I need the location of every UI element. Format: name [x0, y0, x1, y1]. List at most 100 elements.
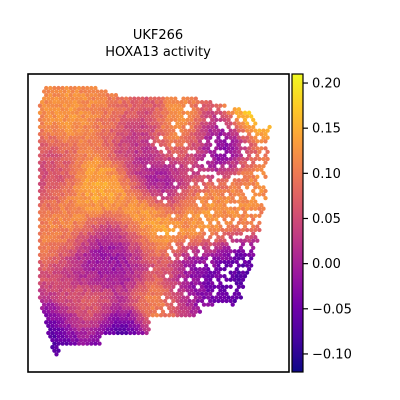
tissue-spot — [78, 330, 84, 336]
tissue-spot — [181, 153, 186, 158]
tissue-spot — [236, 199, 242, 204]
tissue-spot — [193, 203, 198, 208]
tissue-spot — [54, 203, 59, 208]
tissue-spot — [97, 256, 102, 261]
tissue-spot — [164, 302, 170, 307]
tissue-spot — [130, 220, 135, 226]
tissue-spot — [214, 224, 219, 229]
tissue-spot — [91, 146, 96, 151]
tissue-spot — [101, 163, 106, 169]
tissue-spot — [181, 309, 186, 314]
tissue-spot — [76, 192, 82, 197]
tissue-spot — [60, 149, 65, 155]
tissue-spot — [130, 320, 135, 325]
tissue-spot — [103, 167, 108, 172]
tissue-spot — [74, 295, 80, 300]
tissue-spot — [148, 302, 153, 307]
tissue-spot — [191, 284, 196, 289]
tissue-spot — [185, 259, 190, 265]
tissue-spot — [214, 188, 219, 194]
tissue-spot — [126, 107, 131, 112]
tissue-spot — [101, 192, 106, 197]
tissue-spot — [146, 220, 151, 226]
tissue-spot — [93, 100, 98, 105]
tissue-spot — [199, 284, 205, 289]
tissue-spot — [80, 320, 86, 325]
tissue-spot — [46, 330, 51, 336]
tissue-spot — [82, 103, 88, 108]
tissue-spot — [226, 124, 231, 130]
tissue-spot — [70, 174, 75, 179]
tissue-spot — [46, 96, 51, 101]
tissue-spot — [56, 242, 61, 247]
tissue-spot — [222, 139, 227, 144]
tissue-spot — [148, 174, 153, 179]
tissue-spot — [189, 288, 194, 293]
tissue-spot — [103, 231, 108, 236]
tissue-spot — [251, 245, 256, 250]
tissue-spot — [78, 210, 84, 215]
tissue-spot — [99, 188, 104, 194]
tissue-spot — [160, 103, 166, 108]
tissue-spot — [230, 210, 235, 215]
tissue-spot — [123, 131, 129, 137]
tissue-spot — [158, 313, 164, 318]
tissue-spot — [138, 213, 143, 218]
tissue-spot — [37, 174, 43, 179]
tissue-spot — [183, 171, 188, 176]
tissue-spot — [58, 217, 63, 222]
tissue-spot — [72, 313, 78, 318]
tissue-spot — [199, 242, 205, 247]
tissue-spot — [216, 178, 221, 183]
tissue-spot — [220, 156, 225, 162]
tissue-spot — [195, 206, 201, 211]
tissue-spot — [173, 252, 178, 258]
tissue-spot — [173, 274, 178, 279]
tissue-spot — [64, 327, 69, 332]
tissue-spot — [226, 231, 231, 236]
tissue-spot — [171, 163, 176, 169]
tissue-spot — [228, 227, 233, 233]
tissue-spot — [76, 298, 82, 304]
tissue-spot — [103, 153, 108, 158]
tissue-spot — [82, 110, 88, 115]
tissue-spot — [70, 124, 75, 130]
tissue-spot — [50, 139, 55, 144]
tissue-spot — [85, 128, 90, 133]
tissue-spot — [39, 277, 45, 282]
tissue-spot — [156, 96, 162, 101]
tissue-spot — [193, 309, 198, 314]
tissue-spot — [222, 174, 227, 179]
tissue-spot — [70, 281, 75, 286]
tissue-spot — [39, 206, 45, 211]
tissue-spot — [214, 245, 219, 250]
tissue-spot — [109, 171, 114, 176]
tissue-spot — [181, 96, 186, 101]
tissue-spot — [91, 259, 96, 265]
tissue-spot — [91, 203, 96, 208]
tissue-spot — [251, 167, 256, 172]
tissue-spot — [179, 128, 184, 133]
tissue-spot — [95, 89, 100, 94]
tissue-spot — [242, 139, 248, 144]
tissue-spot — [117, 284, 123, 289]
tissue-spot — [91, 195, 96, 201]
tissue-spot — [56, 270, 61, 275]
tissue-spot — [244, 149, 250, 155]
tissue-spot — [107, 238, 112, 243]
tissue-spot — [148, 167, 153, 172]
tissue-spot — [85, 270, 90, 275]
tissue-spot — [97, 192, 102, 197]
tissue-spot — [218, 245, 223, 250]
tissue-spot — [144, 274, 149, 279]
tissue-spot — [87, 146, 92, 151]
tissue-spot — [218, 266, 223, 272]
tissue-spot — [41, 139, 47, 144]
tissue-spot — [169, 167, 174, 172]
tissue-spot — [173, 131, 178, 137]
tissue-spot — [154, 313, 160, 318]
tissue-spot — [54, 245, 59, 250]
tissue-spot — [119, 295, 125, 300]
tissue-spot — [130, 135, 135, 140]
tissue-spot — [187, 199, 192, 204]
